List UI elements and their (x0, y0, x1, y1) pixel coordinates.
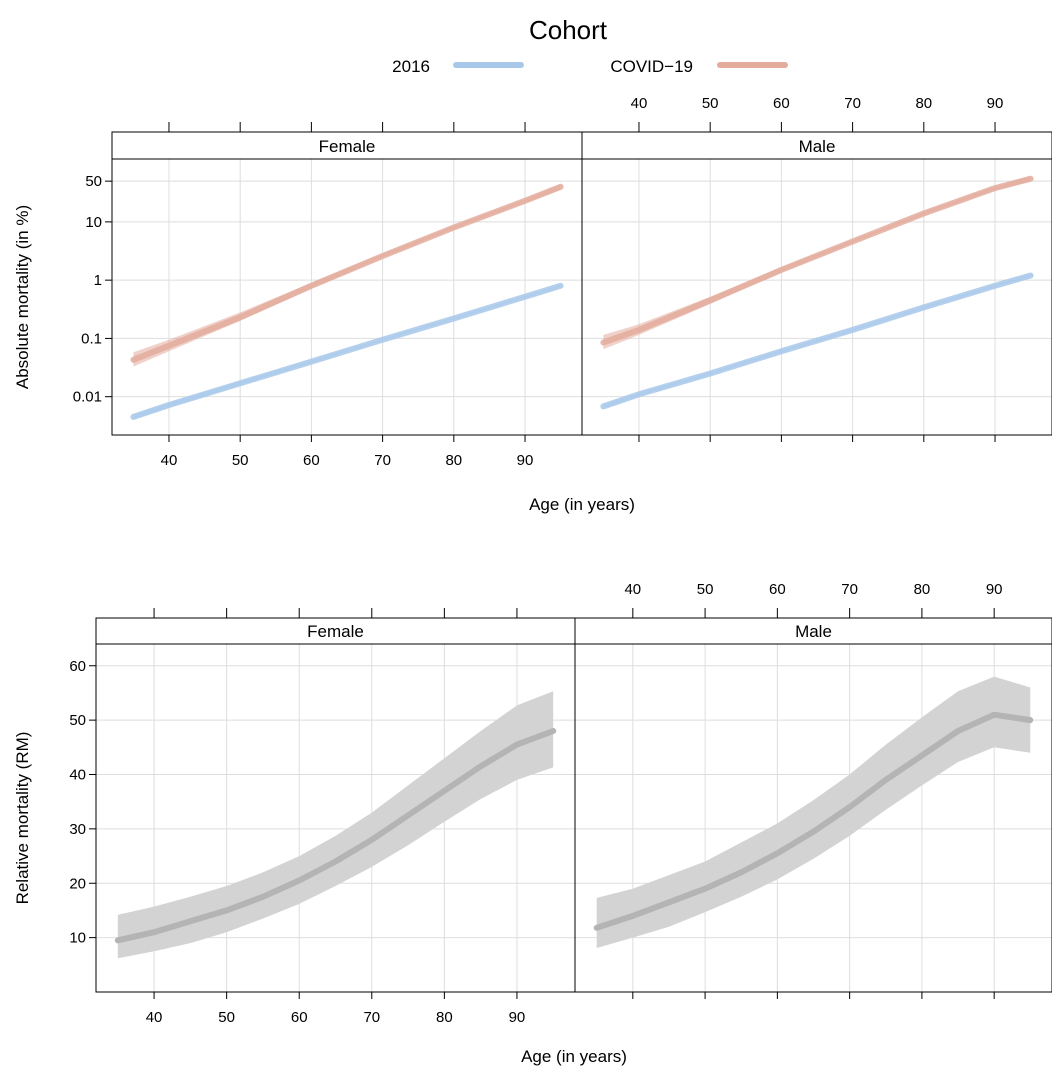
panel-frame (581, 158, 1052, 436)
x-tick-label: 90 (517, 452, 534, 469)
confidence-band (603, 176, 1031, 350)
y-axis-label: Absolute mortality (in %) (13, 205, 32, 389)
x-tick-label: 80 (436, 1009, 453, 1026)
x-tick-label: 70 (841, 581, 858, 598)
panel-female: Female 40 50 60 70 80 90 10 20 30 40 50 60 (69, 608, 576, 1026)
strip (574, 617, 1052, 645)
panel-male: Male 40 50 60 70 80 90 (574, 581, 1052, 999)
x-tick-label: 40 (624, 581, 641, 598)
x-tick-label: 70 (844, 95, 861, 112)
y-tick-label: 50 (85, 173, 102, 190)
y-tick-label: 1 (94, 272, 102, 289)
x-axis-label: Age (in years) (529, 495, 635, 514)
x-tick-label: 80 (915, 95, 932, 112)
series-line (600, 272, 1034, 410)
series-line (593, 711, 1034, 931)
strip-label: Female (319, 137, 376, 156)
x-axis-label: Age (in years) (521, 1047, 627, 1066)
x-tick-label: 90 (987, 95, 1004, 112)
legend-label-2016: 2016 (392, 57, 430, 76)
y-tick-label: 50 (69, 712, 86, 729)
relative-mortality-chart: Female 40 50 60 70 80 90 10 20 30 40 50 60 Male 40 50 60… (13, 581, 1052, 1066)
x-tick-label: 60 (303, 452, 320, 469)
y-tick-label: 60 (69, 658, 86, 675)
legend: Cohort 2016 COVID−19 (392, 15, 788, 76)
x-tick-label: 90 (509, 1009, 526, 1026)
x-tick-label: 50 (232, 452, 249, 469)
panel-female: Female 40 50 60 70 80 90 0.01 0.1 1 10 50 (73, 122, 583, 469)
panel-frame (574, 643, 1052, 993)
strip (111, 131, 583, 160)
x-tick-label: 50 (697, 581, 714, 598)
confidence-band (117, 691, 554, 959)
strip-label: Female (307, 622, 364, 641)
y-tick-label: 30 (69, 821, 86, 838)
panel-male: Male 40 50 60 70 80 90 (581, 95, 1052, 442)
x-tick-label: 80 (445, 452, 462, 469)
legend-title: Cohort (529, 15, 608, 45)
y-tick-label: 0.01 (73, 389, 102, 406)
legend-label-covid: COVID−19 (610, 57, 693, 76)
strip-label: Male (799, 137, 836, 156)
y-tick-label: 10 (69, 930, 86, 947)
x-tick-label: 40 (146, 1009, 163, 1026)
x-tick-label: 40 (631, 95, 648, 112)
strip-label: Male (795, 622, 832, 641)
series-line (130, 282, 564, 420)
strip (95, 617, 576, 645)
y-tick-label: 0.1 (81, 330, 102, 347)
y-axis-label: Relative mortality (RM) (13, 732, 32, 905)
x-tick-label: 90 (986, 581, 1003, 598)
x-tick-label: 70 (363, 1009, 380, 1026)
y-tick-label: 40 (69, 767, 86, 784)
x-tick-label: 80 (914, 581, 931, 598)
y-tick-label: 20 (69, 875, 86, 892)
series-line (114, 728, 557, 944)
x-tick-label: 70 (374, 452, 391, 469)
series-line (600, 175, 1034, 346)
x-tick-label: 60 (773, 95, 790, 112)
x-tick-label: 50 (218, 1009, 235, 1026)
x-tick-label: 40 (161, 452, 178, 469)
x-tick-label: 60 (769, 581, 786, 598)
panel-frame (111, 158, 583, 436)
confidence-band (596, 676, 1031, 948)
x-tick-label: 60 (291, 1009, 308, 1026)
y-tick-label: 10 (85, 214, 102, 231)
series-line (130, 183, 564, 363)
x-tick-label: 50 (702, 95, 719, 112)
absolute-mortality-chart: Female 40 50 60 70 80 90 0.01 0.1 1 10 50 Male 40 50 60… (13, 95, 1052, 514)
